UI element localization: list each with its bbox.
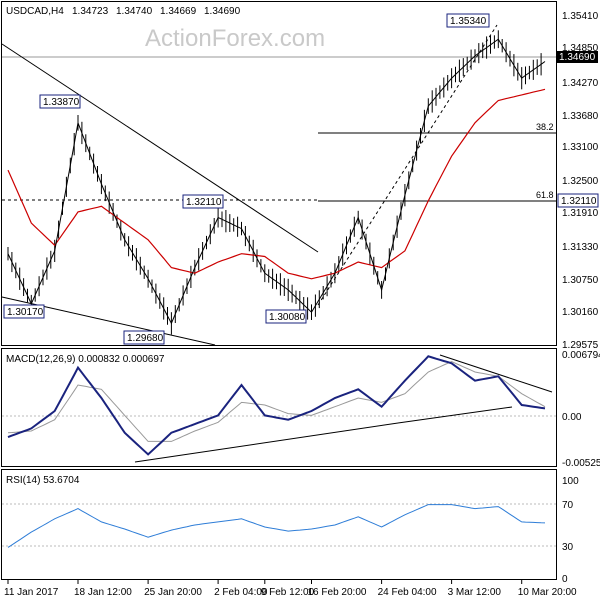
price-bars (7, 30, 542, 335)
rsi-title: RSI(14) 53.6704 (6, 475, 80, 486)
macd-axis: 0.006794 0.00 -0.005254 (562, 350, 600, 469)
price-tick: 1.32500 (562, 176, 599, 187)
x-tick-label: 3 Mar 12:00 (448, 587, 502, 598)
x-tick-label: 18 Jan 12:00 (74, 587, 132, 598)
label-13211-right: 1.32110 (557, 193, 599, 208)
price-tick: 1.34850 (562, 43, 599, 54)
rsi-panel: RSI(14) 53.6704 100 70 30 0 (2, 475, 579, 585)
rsi-line (7, 504, 546, 548)
svg-text:1.30080: 1.30080 (269, 312, 306, 323)
panel-frames (1, 1, 557, 580)
macd-tick: -0.005254 (562, 458, 600, 469)
x-tick-label: 2 Feb 04:00 (214, 587, 268, 598)
rsi-tick: 30 (562, 542, 574, 553)
rsi-tick: 0 (562, 574, 568, 585)
rsi-panel-frame (1, 469, 557, 580)
watermark: ActionForex.com (145, 25, 325, 52)
svg-text:1.32110: 1.32110 (186, 197, 222, 208)
price-tick: 1.31330 (562, 242, 599, 253)
price-tick: 1.35410 (562, 11, 599, 22)
x-tick-label: 9 Feb 12:00 (261, 587, 315, 598)
open-value: 1.34723 (72, 6, 109, 17)
rsi-tick: 100 (562, 476, 579, 487)
price-tick: 1.30750 (562, 275, 599, 286)
price-tick: 1.33680 (562, 111, 599, 122)
fib-38-label: 38.2 (536, 122, 554, 132)
price-series-line (7, 38, 546, 325)
low-value: 1.34669 (160, 6, 197, 17)
price-axis: 1.35410 1.34850 1.34270 1.33680 1.33100 … (562, 11, 599, 351)
high-value: 1.34740 (116, 6, 153, 17)
svg-text:1.34690: 1.34690 (559, 52, 596, 63)
x-tick-label: 24 Feb 04:00 (378, 587, 437, 598)
fib-61-label: 61.8 (536, 190, 554, 200)
svg-text:1.30170: 1.30170 (7, 307, 44, 318)
label-low-13008: 1.30080 (265, 309, 307, 324)
price-panel: 1.33870 1.32110 1.30170 1.29680 1.30080 … (1, 11, 599, 351)
macd-resistance-trendline (439, 354, 553, 393)
macd-tick: 0.006794 (562, 350, 600, 361)
macd-signal-line (7, 361, 546, 442)
label-high-13534: 1.35340 (446, 13, 490, 28)
macd-title: MACD(12,26,9) 0.000832 0.000697 (6, 354, 165, 365)
macd-main-line (7, 355, 546, 456)
current-price-tag: 1.34690 (557, 51, 598, 63)
moving-average-line (7, 88, 546, 280)
svg-text:1.29680: 1.29680 (127, 333, 164, 344)
label-low-12968: 1.29680 (123, 330, 165, 345)
x-tick-label: 10 Mar 20:00 (518, 587, 577, 598)
symbol-label: USDCAD,H4 (6, 6, 64, 17)
svg-text:1.33870: 1.33870 (43, 97, 80, 108)
macd-support-trendline-ext (397, 406, 513, 424)
price-tick: 1.34270 (562, 78, 599, 89)
macd-panel: MACD(12,26,9) 0.000832 0.000697 0.006794… (2, 350, 600, 469)
x-tick-label: 25 Jan 20:00 (144, 587, 202, 598)
price-tick: 1.33100 (562, 142, 599, 153)
label-high-13387: 1.33870 (39, 94, 81, 109)
label-13211-left: 1.32110 (182, 194, 224, 209)
macd-panel-frame (1, 348, 557, 467)
macd-support-trendline (134, 422, 399, 463)
macd-tick: 0.00 (562, 412, 582, 423)
close-value: 1.34690 (204, 6, 241, 17)
price-tick: 1.29575 (562, 340, 599, 351)
x-axis: 11 Jan 2017 18 Jan 12:00 25 Jan 20:00 2 Feb… (4, 580, 577, 598)
price-tick: 1.31910 (562, 208, 599, 219)
label-low-13017: 1.30170 (3, 304, 45, 319)
svg-text:1.35340: 1.35340 (450, 16, 487, 27)
header: USDCAD,H4 1.34723 1.34740 1.34669 1.3469… (6, 6, 241, 17)
x-tick-label: 16 Feb 20:00 (308, 587, 367, 598)
price-tick: 1.30160 (562, 307, 599, 318)
descending-trendline-upper (1, 43, 319, 253)
fib-swing-dashed-line (317, 24, 498, 306)
rsi-axis: 100 70 30 0 (562, 476, 579, 585)
rsi-tick: 70 (562, 500, 574, 511)
price-panel-frame (1, 1, 557, 346)
x-tick-label: 11 Jan 2017 (4, 587, 59, 598)
svg-text:1.32110: 1.32110 (561, 196, 597, 207)
